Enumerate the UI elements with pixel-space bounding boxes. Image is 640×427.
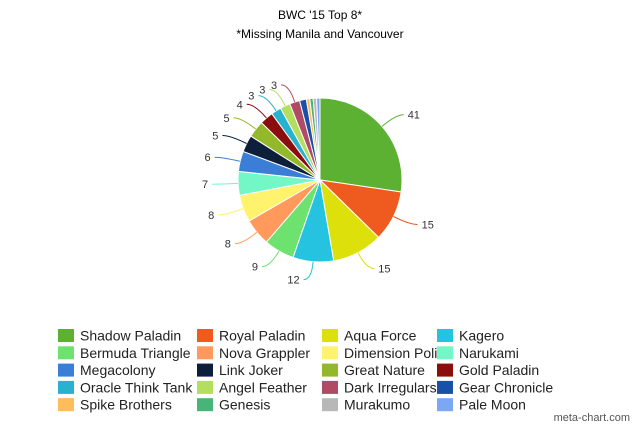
legend-swatch-murakumo[interactable] — [322, 398, 338, 412]
legend-swatch-bermuda-triangle[interactable] — [58, 346, 74, 360]
legend-label-nova-grappler[interactable]: Nova Grappler — [219, 345, 310, 361]
leader-line-angel-feather — [269, 89, 286, 107]
legend-swatch-dark-irregulars[interactable] — [322, 380, 338, 394]
leader-line-bermuda-triangle — [261, 250, 280, 268]
legend-label-dimension-police[interactable]: Dimension Police — [344, 345, 452, 361]
legend-label-spike-brothers[interactable]: Spike Brothers — [80, 397, 172, 413]
data-label-kagero: 12 — [287, 275, 299, 287]
legend-swatch-aqua-force[interactable] — [322, 329, 338, 342]
pie-slice-pale-moon[interactable] — [316, 97, 321, 181]
legend-swatch-spike-brothers[interactable] — [58, 398, 74, 412]
legend-swatch-angel-feather[interactable] — [197, 380, 213, 394]
legend-label-shadow-paladin[interactable]: Shadow Paladin — [80, 328, 181, 344]
legend-swatch-great-nature[interactable] — [322, 363, 338, 377]
data-label-dimension-police: 8 — [208, 210, 214, 222]
data-label-narukami: 7 — [202, 179, 208, 191]
legend-swatch-gold-paladin[interactable] — [437, 363, 453, 377]
leader-line-gold-paladin — [246, 103, 267, 119]
data-label-royal-paladin: 15 — [422, 220, 434, 232]
legend-swatch-pale-moon[interactable] — [437, 398, 453, 412]
chart-subtitle: *Missing Manila and Vancouver — [236, 27, 403, 41]
legend-label-royal-paladin[interactable]: Royal Paladin — [219, 328, 305, 344]
legend-swatch-megacolony[interactable] — [58, 363, 74, 377]
legend-label-aqua-force[interactable]: Aqua Force — [344, 328, 417, 344]
data-label-angel-feather: 3 — [259, 85, 265, 97]
chart-title: BWC '15 Top 8* — [278, 8, 362, 22]
legend-swatch-royal-paladin[interactable] — [197, 329, 213, 342]
data-label-great-nature: 5 — [223, 113, 229, 125]
data-label-megacolony: 6 — [204, 152, 210, 164]
legend-label-link-joker[interactable]: Link Joker — [219, 362, 283, 378]
leader-line-megacolony — [214, 156, 241, 162]
leader-line-great-nature — [233, 117, 257, 130]
legend-label-bermuda-triangle[interactable]: Bermuda Triangle — [80, 345, 191, 361]
legend-swatch-kagero[interactable] — [437, 329, 453, 342]
leader-line-dark-irregulars — [281, 84, 296, 103]
credit-text[interactable]: meta-chart.com — [554, 412, 630, 424]
legend-swatch-gear-chronicle[interactable] — [437, 380, 453, 394]
legend-label-kagero[interactable]: Kagero — [459, 328, 504, 344]
data-label-gold-paladin: 4 — [237, 99, 243, 111]
legend-label-dark-irregulars[interactable]: Dark Irregulars — [344, 379, 437, 395]
legend-swatch-link-joker[interactable] — [197, 363, 213, 377]
chart-legend: Shadow Paladin Royal Paladin Aqua Force Kag… — [58, 328, 553, 413]
legend-label-great-nature[interactable]: Great Nature — [344, 362, 425, 378]
leader-line-dimension-police — [218, 208, 244, 216]
legend-label-angel-feather[interactable]: Angel Feather — [219, 379, 307, 395]
legend-label-oracle-think-tank[interactable]: Oracle Think Tank — [80, 379, 193, 395]
leader-line-shadow-paladin — [381, 114, 404, 127]
legend-label-murakumo[interactable]: Murakumo — [344, 397, 410, 413]
legend-swatch-oracle-think-tank[interactable] — [58, 380, 74, 394]
legend-label-gear-chronicle[interactable]: Gear Chronicle — [459, 379, 553, 395]
legend-swatch-nova-grappler[interactable] — [197, 346, 213, 360]
leader-line-royal-paladin — [393, 216, 418, 225]
data-label-nova-grappler: 8 — [225, 239, 231, 251]
leader-line-narukami — [212, 182, 239, 185]
legend-swatch-genesis[interactable] — [197, 398, 213, 412]
data-label-bermuda-triangle: 9 — [252, 262, 258, 274]
legend-label-narukami[interactable]: Narukami — [459, 345, 519, 361]
data-label-shadow-paladin: 41 — [408, 110, 420, 122]
pie-slices — [237, 97, 403, 263]
legend-swatch-shadow-paladin[interactable] — [58, 329, 74, 342]
leader-line-nova-grappler — [234, 231, 258, 245]
data-label-oracle-think-tank: 3 — [248, 91, 254, 103]
data-label-link-joker: 5 — [212, 131, 218, 143]
legend-label-megacolony[interactable]: Megacolony — [80, 362, 156, 378]
pie-slice-shadow-paladin[interactable] — [319, 97, 403, 193]
legend-label-gold-paladin[interactable]: Gold Paladin — [459, 362, 539, 378]
leader-line-aqua-force — [357, 252, 375, 270]
leader-line-link-joker — [222, 135, 247, 144]
leader-line-kagero — [303, 261, 314, 281]
legend-swatch-narukami[interactable] — [437, 346, 453, 360]
legend-label-pale-moon[interactable]: Pale Moon — [459, 397, 526, 413]
legend-swatch-dimension-police[interactable] — [322, 346, 338, 360]
leader-line-oracle-think-tank — [258, 95, 277, 112]
legend-label-genesis[interactable]: Genesis — [219, 397, 270, 413]
data-label-dark-irregulars: 3 — [271, 80, 277, 92]
data-label-aqua-force: 15 — [378, 264, 390, 276]
